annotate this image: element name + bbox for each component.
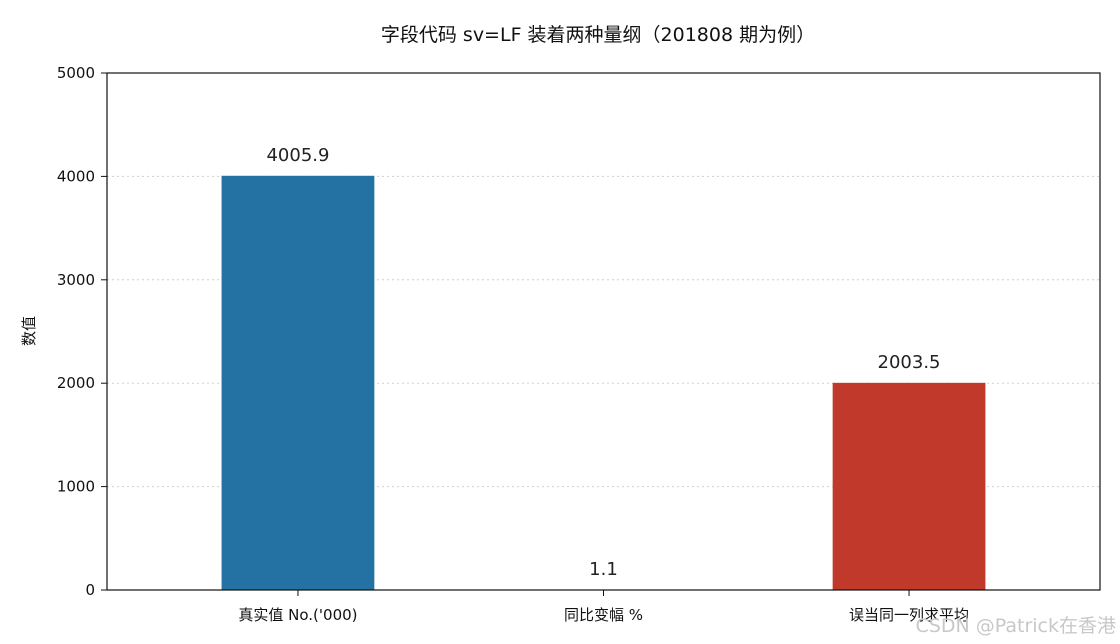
x-tick-label: 误当同一列求平均: [849, 606, 969, 624]
x-tick-label: 同比变幅 %: [564, 606, 643, 624]
y-axis-ticks: 0 1000 2000 3000 4000 5000: [57, 64, 107, 599]
watermark: CSDN @Patrick在香港: [916, 615, 1116, 637]
bar: [832, 382, 986, 590]
data-labels: 4005.9 1.1 2003.5: [266, 145, 940, 580]
y-tick-label: 4000: [57, 167, 95, 185]
data-label: 1.1: [589, 559, 618, 580]
bars: [221, 175, 986, 591]
y-tick-label: 5000: [57, 64, 95, 82]
y-tick-label: 2000: [57, 374, 95, 392]
x-tick-label: 真实值 No.('000): [238, 606, 357, 624]
chart-title: 字段代码 sv=LF 装着两种量纲（201808 期为例）: [381, 24, 815, 46]
y-axis-label: 数值: [20, 316, 38, 346]
y-tick-label: 0: [85, 581, 95, 599]
x-axis-ticks: 真实值 No.('000) 同比变幅 % 误当同一列求平均: [238, 590, 969, 624]
data-label: 4005.9: [266, 145, 329, 166]
y-tick-label: 1000: [57, 478, 95, 496]
y-tick-label: 3000: [57, 271, 95, 289]
bar: [221, 175, 375, 590]
data-label: 2003.5: [878, 352, 941, 373]
